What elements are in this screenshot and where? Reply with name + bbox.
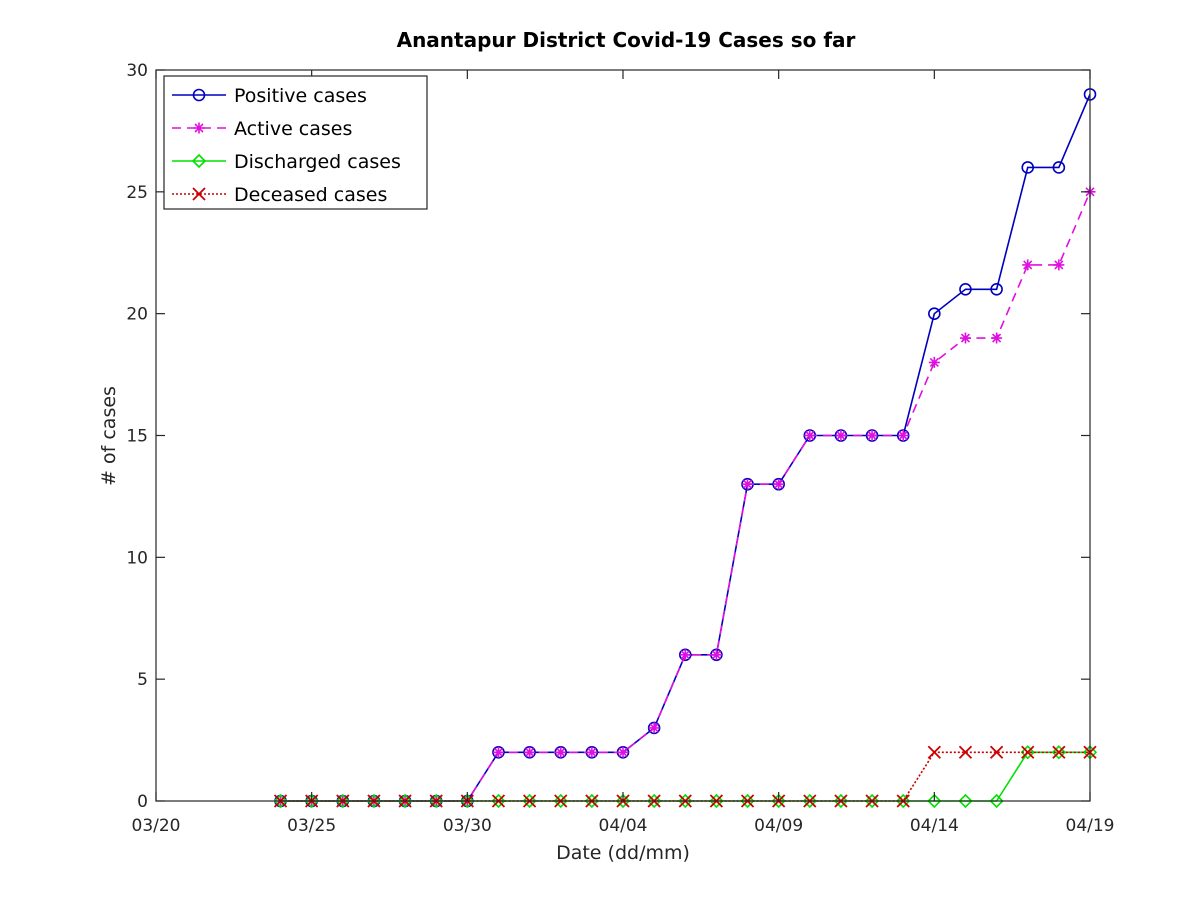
data-point (304, 793, 319, 809)
data-point (896, 793, 911, 809)
data-point (928, 356, 940, 368)
series-4 (273, 745, 1097, 808)
x-tick-label: 04/19 (1066, 816, 1115, 836)
data-point (648, 722, 660, 734)
legend-label: Discharged cases (234, 151, 401, 173)
legend-item: Deceased cases (172, 184, 387, 206)
legend-box (163, 75, 428, 210)
legend-marker (192, 88, 206, 102)
x-tick-label: 04/04 (599, 816, 648, 836)
data-point (835, 430, 847, 441)
data-point (959, 282, 972, 296)
data-point (492, 746, 504, 758)
data-point (989, 745, 1004, 759)
data-point (522, 793, 537, 809)
data-point (990, 282, 1003, 296)
legend-marker (192, 187, 206, 201)
x-tick-label: 04/09 (754, 816, 803, 836)
data-point (897, 430, 909, 441)
data-point (802, 793, 817, 809)
data-point (584, 793, 599, 809)
x-tick-label: 04/14 (910, 816, 959, 836)
axes: 03/20 03/25 03/30 04/04 04/09 04/14 04/19 0 5 10 1… (126, 61, 1114, 836)
data-point (679, 649, 691, 661)
data-point (491, 793, 506, 809)
legend-marker (191, 153, 207, 169)
series-3 (273, 745, 1098, 809)
legend: Positive cases Active cases Discharged cas… (163, 75, 428, 210)
data-point (928, 307, 941, 320)
legend-marker (193, 122, 205, 134)
data-point (1021, 745, 1035, 759)
data-point (866, 430, 878, 441)
data-point (273, 793, 288, 809)
data-point (335, 793, 350, 809)
y-tick-label: 20 (126, 305, 148, 325)
legend-item: Active cases (172, 118, 352, 140)
data-point (740, 793, 755, 809)
data-point (397, 793, 413, 809)
y-tick-label: 5 (137, 670, 148, 690)
data-point (1051, 745, 1066, 760)
data-point (460, 793, 475, 809)
data-point (958, 745, 973, 759)
y-tick-label: 10 (126, 548, 148, 568)
legend-item: Positive cases (172, 85, 367, 107)
y-tick-label: 25 (126, 183, 148, 203)
y-tick-label: 0 (137, 792, 148, 812)
data-point (1022, 259, 1034, 271)
y-tick-label: 30 (126, 61, 148, 81)
series-line (280, 751, 1090, 802)
y-tick-label: 15 (126, 427, 148, 447)
data-point (1052, 161, 1066, 174)
data-point (989, 793, 1004, 809)
data-point (1021, 161, 1035, 174)
legend-label: Active cases (234, 118, 352, 140)
data-point (678, 793, 693, 809)
series-line (280, 191, 1091, 802)
data-point (524, 746, 536, 758)
data-point (555, 746, 567, 758)
data-point (647, 793, 662, 809)
data-point (1020, 745, 1035, 760)
data-point (927, 793, 942, 809)
data-point (959, 332, 971, 344)
x-axis-label: Date (dd/mm) (556, 842, 690, 864)
x-tick-label: 03/20 (132, 816, 181, 836)
data-point (742, 478, 754, 490)
legend-label: Deceased cases (234, 184, 387, 206)
data-point (773, 478, 785, 490)
data-point (804, 430, 816, 441)
series-line (280, 751, 1090, 802)
series-2 (275, 186, 1096, 807)
legend-label: Positive cases (234, 85, 367, 107)
data-point (958, 793, 973, 809)
legend-item: Discharged cases (172, 151, 401, 173)
x-tick-label: 03/30 (443, 816, 492, 836)
data-point (710, 649, 722, 661)
data-point (1053, 259, 1065, 271)
data-point (366, 793, 382, 809)
data-point (615, 793, 631, 809)
y-axis-label: # of cases (98, 386, 120, 486)
data-point (709, 793, 724, 809)
data-point (586, 746, 598, 758)
x-tick-label: 03/25 (287, 816, 336, 836)
data-point (864, 793, 880, 809)
chart-title: Anantapur District Covid-19 Cases so far (397, 28, 856, 52)
data-point (553, 793, 568, 809)
data-point (991, 332, 1003, 344)
data-point (771, 793, 786, 809)
data-point (617, 746, 629, 758)
data-point (833, 793, 849, 809)
data-point (927, 745, 941, 759)
data-point (429, 793, 444, 809)
data-point (1052, 745, 1066, 759)
